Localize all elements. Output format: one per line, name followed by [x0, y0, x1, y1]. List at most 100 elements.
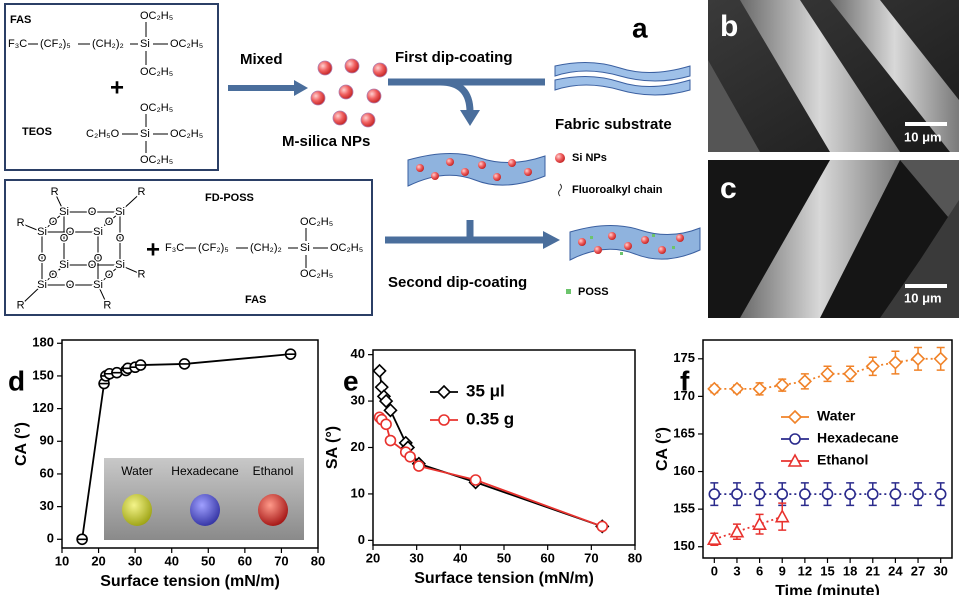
x-tick-label: 27	[911, 563, 925, 578]
x-tick-label: 24	[888, 563, 903, 578]
chem: OC₂H₅	[300, 268, 333, 280]
y-tick-label: 120	[32, 400, 54, 415]
atom: O	[88, 259, 97, 271]
data-point	[729, 381, 745, 396]
bond	[97, 284, 108, 306]
atom: O	[105, 269, 114, 281]
atom: R	[51, 186, 59, 198]
y-tick-label: 0	[47, 531, 54, 546]
atom: O	[116, 232, 125, 244]
y-tick-label: 10	[351, 485, 365, 500]
atom: O	[105, 216, 114, 228]
label: Second dip-coating	[388, 274, 527, 291]
data-point	[731, 488, 743, 500]
x-tick-label: 20	[91, 553, 105, 568]
x-tick-label: 10	[55, 553, 69, 568]
micrograph: b 10 μm	[708, 0, 959, 152]
arrow	[388, 78, 545, 113]
y-tick-label: 60	[40, 465, 54, 480]
droplet	[122, 494, 152, 526]
label: Fluoroalkyl chain	[572, 184, 663, 196]
scale-label: 10 μm	[904, 129, 942, 144]
box	[4, 3, 219, 171]
data-point	[384, 434, 397, 447]
atom: O	[60, 232, 69, 244]
atom: R	[103, 299, 111, 311]
x-tick-label: 0	[711, 563, 718, 578]
panel-label: b	[720, 10, 738, 43]
panel-label: c	[720, 172, 737, 205]
data-point	[774, 508, 790, 523]
legend-label: 35 μl	[466, 381, 505, 400]
legend-poss	[566, 289, 571, 294]
data-point	[753, 488, 766, 500]
x-tick-label: 60	[238, 553, 252, 568]
bonds	[28, 22, 168, 65]
chem: OC₂H₅	[170, 128, 203, 140]
arrow	[460, 110, 480, 126]
droplet	[258, 494, 288, 526]
y-tick-label: 30	[351, 393, 365, 408]
label: Fabric substrate	[555, 116, 672, 133]
label: FAS	[245, 294, 266, 306]
atom: O	[88, 206, 97, 218]
bond	[97, 264, 121, 286]
y-tick-label: 150	[673, 538, 695, 553]
x-tick-label: 15	[820, 563, 834, 578]
x-tick-label: 21	[866, 563, 880, 578]
data-point	[820, 366, 835, 381]
panel-label: a	[632, 12, 648, 43]
data-point	[910, 351, 926, 366]
y-tick-label: 180	[32, 335, 54, 350]
y-axis-title: SA (°)	[324, 426, 341, 469]
data-point	[888, 355, 903, 370]
chem: OC₂H₅	[330, 242, 363, 254]
legend-label: Hexadecane	[817, 430, 899, 446]
x-tick-label: 40	[453, 550, 467, 565]
chem: Si	[140, 128, 150, 140]
box	[4, 179, 373, 316]
chem: OC₂H₅	[300, 216, 333, 228]
atom: Si	[115, 206, 125, 218]
y-tick-label: 30	[40, 498, 54, 513]
data-point	[383, 403, 398, 418]
label: FD-POSS	[205, 192, 254, 204]
chem: Si	[140, 38, 150, 50]
data-point	[76, 533, 88, 546]
chem: (CH₂)₂	[92, 38, 124, 50]
bond	[119, 191, 142, 213]
atom: O	[66, 226, 75, 238]
charts: 10 20 30 40 50 60 70 800306090120150180Surface …	[8, 335, 953, 595]
chem: OC₂H₅	[170, 38, 203, 50]
data-point	[775, 377, 790, 393]
chem: OC₂H₅	[140, 66, 173, 78]
atom: O	[94, 252, 103, 264]
y-tick-label: 160	[673, 463, 695, 478]
atom: Si	[37, 279, 47, 291]
atom: Si	[115, 259, 125, 271]
inset-label: Water	[121, 464, 153, 478]
x-tick-label: 50	[497, 550, 511, 565]
data-point	[708, 488, 721, 500]
legend-marker	[436, 384, 452, 400]
bond	[41, 211, 65, 233]
legend-label: Water	[817, 408, 856, 424]
bond	[119, 264, 142, 275]
atom: R	[17, 217, 25, 229]
data-point	[706, 531, 722, 546]
plus: +	[146, 236, 160, 263]
y-axis-title: CA (°)	[13, 422, 30, 466]
bond	[20, 222, 43, 233]
data-point	[707, 381, 722, 396]
atom: R	[103, 217, 111, 229]
plus: +	[110, 74, 124, 101]
series-line	[714, 515, 783, 541]
chem: OC₂H₅	[140, 10, 173, 22]
atom: R	[17, 299, 25, 311]
data-point	[752, 516, 767, 530]
chem: Si	[300, 242, 310, 254]
chem: OC₂H₅	[140, 154, 173, 166]
data-point	[865, 359, 880, 374]
legend-marker	[787, 409, 803, 425]
